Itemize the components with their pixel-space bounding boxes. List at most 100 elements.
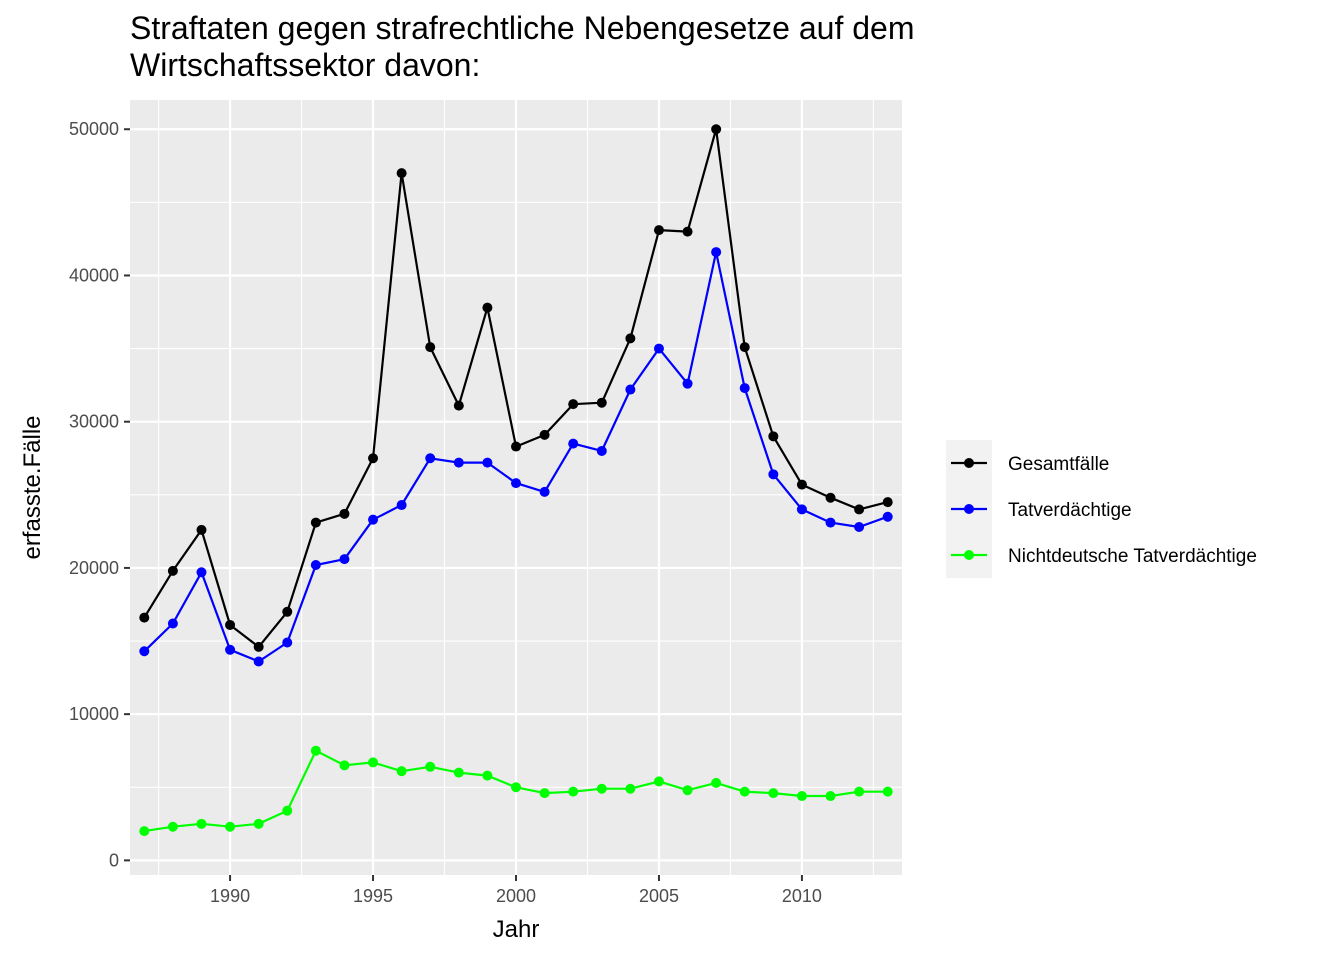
data-point (682, 785, 693, 796)
data-point (854, 786, 865, 797)
data-point (339, 508, 350, 519)
data-point (653, 225, 664, 236)
data-point (225, 644, 236, 655)
y-tick-label: 30000 (69, 412, 119, 432)
legend-label: Gesamtfälle (1008, 454, 1109, 475)
data-point (253, 641, 264, 652)
x-axis: 1990 1995 2000 2005 2010 (210, 875, 822, 906)
data-point (596, 783, 607, 794)
data-point (282, 637, 293, 648)
data-point (339, 554, 350, 565)
data-point (396, 500, 407, 511)
x-tick-label: 2000 (496, 886, 536, 906)
data-point (368, 514, 379, 525)
data-point (196, 524, 207, 535)
data-point (425, 453, 436, 464)
data-point (482, 770, 493, 781)
data-point (653, 343, 664, 354)
data-point (796, 791, 807, 802)
legend: Gesamtfälle Tatverdächtige Nichtdeutsche T… (946, 440, 1257, 578)
data-point (596, 445, 607, 456)
series-layer (139, 124, 893, 837)
data-point (225, 821, 236, 832)
data-point (682, 226, 693, 237)
chart-title: Straftaten gegen strafrechtliche Nebenge… (130, 10, 915, 83)
data-point (768, 788, 779, 799)
data-point (711, 124, 722, 135)
data-point (825, 492, 836, 503)
y-axis: 0 10000 20000 30000 40000 50000 (69, 119, 130, 870)
data-point (568, 399, 579, 410)
data-point (625, 783, 636, 794)
y-tick-label: 40000 (69, 265, 119, 285)
data-point (539, 429, 550, 440)
data-point (825, 517, 836, 528)
data-point (739, 383, 750, 394)
x-tick-label: 1990 (210, 886, 250, 906)
data-point (882, 511, 893, 522)
data-point (625, 384, 636, 395)
data-point (568, 786, 579, 797)
data-point (425, 342, 436, 353)
legend-label: Nichtdeutsche Tatverdächtige (1008, 546, 1257, 567)
data-point (225, 619, 236, 630)
data-point (339, 760, 350, 771)
series-2 (139, 247, 893, 667)
data-point (625, 333, 636, 344)
data-point (882, 786, 893, 797)
data-point (368, 453, 379, 464)
data-point (167, 565, 178, 576)
data-point (511, 782, 521, 793)
x-axis-title: Jahr (493, 916, 540, 943)
data-point (796, 504, 807, 515)
data-point (682, 378, 693, 389)
x-tick-label: 2005 (639, 886, 679, 906)
data-point (253, 818, 264, 829)
y-tick-label: 0 (109, 850, 119, 870)
data-point (396, 766, 407, 777)
y-tick-label: 10000 (69, 704, 119, 724)
data-point (310, 517, 321, 528)
series-3 (139, 745, 893, 837)
data-point (139, 826, 150, 837)
y-tick-label: 20000 (69, 558, 119, 578)
data-point (711, 777, 722, 788)
data-point (568, 438, 579, 449)
data-point (310, 560, 321, 570)
data-point (453, 400, 464, 411)
legend-key-point (964, 504, 974, 514)
data-point (167, 618, 178, 629)
data-point (310, 745, 321, 756)
data-point (882, 497, 893, 508)
data-point (453, 767, 464, 778)
series-1 (139, 124, 893, 652)
data-point (711, 247, 722, 258)
data-point (396, 168, 407, 179)
data-point (482, 302, 493, 313)
data-point (768, 469, 779, 480)
data-point (511, 478, 521, 489)
data-point (768, 431, 779, 442)
data-point (739, 342, 750, 353)
x-tick-label: 2010 (782, 886, 822, 906)
data-point (282, 606, 293, 617)
y-tick-label: 50000 (69, 119, 119, 139)
data-point (653, 776, 664, 787)
x-tick-label: 1995 (353, 886, 393, 906)
data-point (253, 656, 264, 667)
data-point (539, 486, 550, 497)
data-point (739, 786, 750, 797)
data-point (196, 567, 207, 578)
data-point (854, 504, 865, 515)
data-point (368, 757, 379, 768)
data-point (196, 818, 207, 829)
data-point (139, 612, 150, 623)
data-point (511, 441, 521, 452)
data-point (425, 761, 436, 772)
legend-key-point (964, 458, 974, 468)
legend-label: Tatverdächtige (1008, 500, 1132, 521)
data-point (453, 457, 464, 468)
data-point (167, 821, 178, 832)
data-point (139, 646, 150, 657)
